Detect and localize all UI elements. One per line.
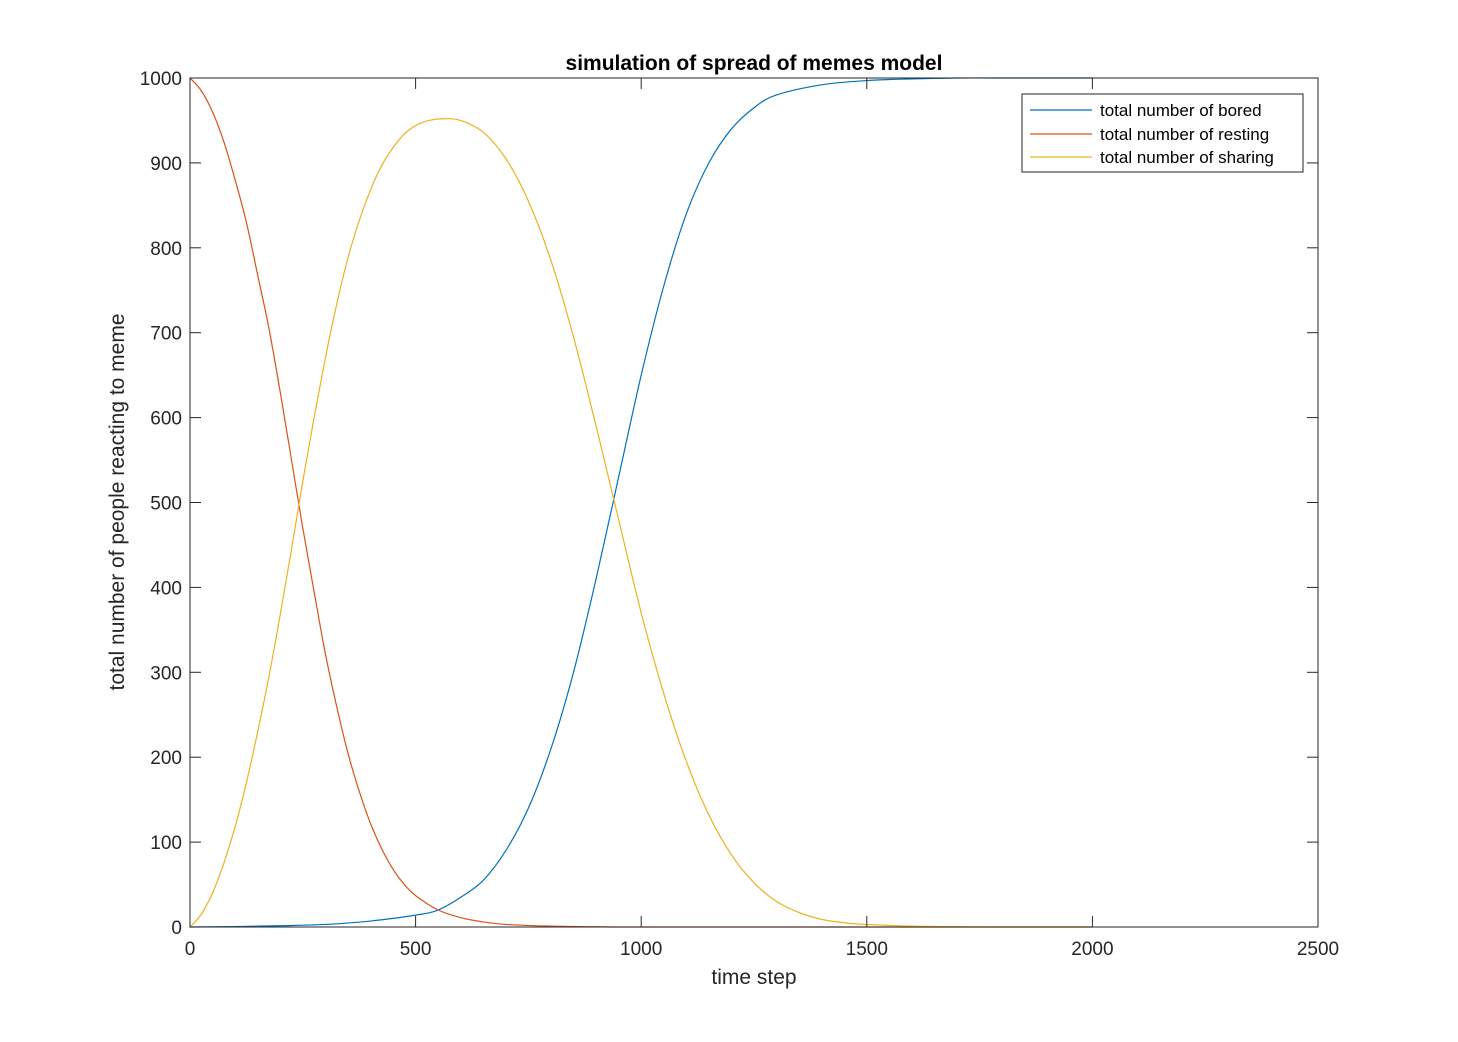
y-tick-label: 400	[150, 578, 182, 599]
plot-area	[190, 78, 1318, 927]
y-tick-label: 1000	[140, 69, 182, 90]
axis-ticks: 0 500 1000 1500 2000 2500 0 100 200 300 400 500 600 7…	[140, 69, 1339, 960]
y-axis-label: total number of people reacting to meme	[106, 313, 129, 690]
legend: total number of bored total number of re…	[1021, 93, 1304, 173]
legend-label-resting: total number of resting	[1100, 125, 1269, 144]
y-tick-label: 500	[150, 494, 182, 515]
y-tick-label: 100	[150, 833, 182, 854]
y-tick-label: 600	[150, 409, 182, 430]
x-tick-label: 2000	[1071, 939, 1113, 960]
x-tick-label: 500	[400, 939, 432, 960]
chart-title: simulation of spread of memes model	[566, 52, 943, 75]
legend-box	[1021, 93, 1304, 173]
series-line-bored	[189, 77, 1093, 928]
x-axis-label: time step	[711, 966, 796, 989]
y-tick-label: 300	[150, 663, 182, 684]
x-tick-label: 1500	[846, 939, 888, 960]
x-tick-label: 0	[185, 939, 196, 960]
x-tick-label: 1000	[620, 939, 662, 960]
y-tick-label: 800	[150, 239, 182, 260]
x-tick-label: 2500	[1297, 939, 1339, 960]
y-tick-label: 700	[150, 324, 182, 345]
legend-label-bored: total number of bored	[1100, 101, 1262, 120]
series-line-sharing	[189, 118, 1093, 928]
y-tick-label: 0	[171, 918, 182, 939]
y-tick-label: 900	[150, 154, 182, 175]
legend-label-sharing: total number of sharing	[1100, 148, 1274, 167]
y-tick-label: 200	[150, 748, 182, 769]
